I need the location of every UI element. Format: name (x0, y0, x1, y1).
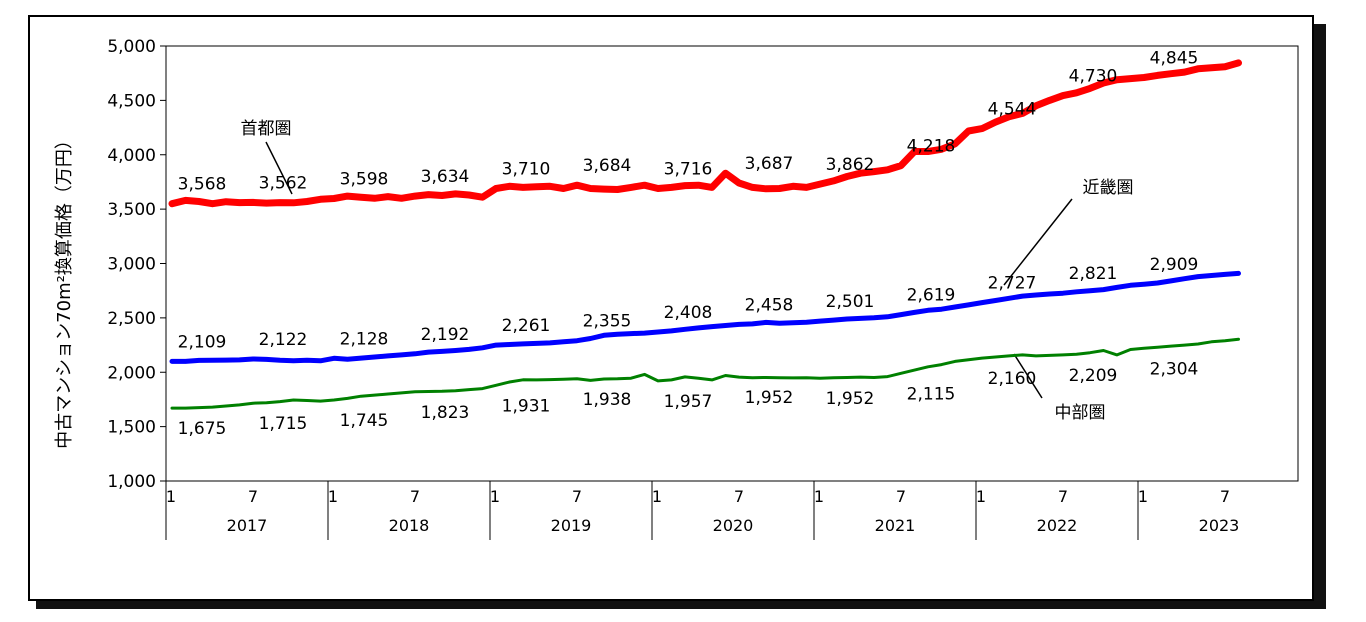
month-tick-label: 7 (734, 487, 744, 506)
y-tick-label: 3,000 (107, 255, 156, 275)
data-label: 4,544 (988, 100, 1037, 120)
month-tick-label: 7 (896, 487, 906, 506)
data-label: 3,687 (745, 154, 794, 174)
data-label: 1,823 (421, 403, 470, 423)
data-label: 1,931 (502, 396, 551, 416)
month-tick-label: 7 (572, 487, 582, 506)
year-label: 2019 (551, 516, 592, 535)
year-label: 2020 (713, 516, 754, 535)
data-label: 2,619 (907, 286, 956, 306)
data-label: 2,909 (1150, 255, 1199, 275)
x-axis: 1 7 2017 1 7 2018 1 7 2019 1 7 2020 1 7 2021 1 7 2022 1 7 20… (165, 481, 1240, 540)
month-tick-label: 7 (410, 487, 420, 506)
data-label: 1,957 (664, 392, 713, 412)
month-tick-label: 7 (1058, 487, 1068, 506)
data-label: 2,501 (826, 292, 875, 312)
y-tick-label: 1,500 (107, 418, 156, 438)
year-label: 2022 (1037, 516, 1078, 535)
month-tick-label: 1 (652, 487, 662, 506)
data-labels: 3,568 3,562 3,598 3,634 3,710 3,684 3,716 3,687… (178, 49, 1199, 440)
data-label: 1,745 (340, 411, 389, 431)
data-label: 2,109 (178, 332, 227, 352)
data-label: 2,355 (583, 312, 632, 332)
data-label: 2,209 (1069, 366, 1118, 386)
y-tick-label: 5,000 (107, 37, 156, 57)
series-line (170, 337, 1240, 410)
data-label: 3,710 (502, 159, 551, 179)
month-tick-label: 1 (814, 487, 824, 506)
leader-line (1013, 353, 1043, 399)
data-label: 3,598 (340, 169, 389, 189)
series-line (169, 270, 1241, 364)
month-tick-label: 1 (1138, 487, 1148, 506)
y-tick-label: 2,000 (107, 363, 156, 383)
series-leader-lines (265, 141, 1073, 399)
leader-line (265, 141, 293, 195)
data-label: 2,821 (1069, 264, 1118, 284)
y-tick-label: 4,500 (107, 91, 156, 111)
y-axis-label: 中古マンション70m²換算価格（万円） (54, 131, 75, 449)
data-label: 4,218 (907, 137, 956, 157)
data-label: 3,862 (826, 155, 875, 175)
data-label: 2,128 (340, 329, 389, 349)
data-label: 1,675 (178, 419, 227, 439)
series-line (168, 59, 1242, 208)
month-tick-label: 1 (328, 487, 338, 506)
data-label: 1,715 (259, 414, 308, 434)
month-tick-label: 7 (248, 487, 258, 506)
plot-border (165, 45, 1299, 482)
data-label: 2,261 (502, 316, 551, 336)
data-label: 2,122 (259, 330, 308, 350)
year-label: 2017 (227, 516, 268, 535)
data-label: 3,562 (259, 173, 308, 193)
data-label: 3,568 (178, 175, 227, 195)
y-tick-label: 3,500 (107, 200, 156, 220)
data-label: 2,160 (988, 369, 1037, 389)
data-label: 3,634 (421, 167, 470, 187)
series-lines (168, 59, 1242, 410)
data-label: 2,727 (988, 274, 1037, 294)
series-label: 近畿圏 (1083, 178, 1134, 198)
year-label: 2021 (875, 516, 916, 535)
leader-line (1003, 198, 1073, 286)
series-label: 中部圏 (1055, 403, 1106, 423)
data-label: 3,716 (664, 159, 713, 179)
month-tick-label: 1 (490, 487, 500, 506)
year-label: 2023 (1199, 516, 1240, 535)
month-tick-label: 1 (166, 487, 176, 506)
year-label: 2018 (389, 516, 430, 535)
data-label: 2,192 (421, 325, 470, 345)
data-label: 4,845 (1150, 49, 1199, 69)
y-tick-label: 1,000 (107, 472, 156, 492)
plot-frame (165, 45, 1299, 482)
data-label: 3,684 (583, 156, 632, 176)
data-label: 1,938 (583, 390, 632, 410)
y-tick-label: 2,500 (107, 309, 156, 329)
data-label: 4,730 (1069, 67, 1118, 87)
y-tick-label: 4,000 (107, 146, 156, 166)
data-label: 1,952 (826, 389, 875, 409)
month-tick-label: 1 (976, 487, 986, 506)
data-label: 2,458 (745, 295, 794, 315)
data-label: 2,304 (1150, 359, 1199, 379)
series-label: 首都圏 (241, 119, 292, 139)
chart-frame (28, 15, 1314, 601)
y-axis-ticks: 1,000 1,500 2,000 2,500 3,000 3,500 4,000 4,500… (107, 37, 166, 492)
data-label: 1,952 (745, 388, 794, 408)
month-tick-label: 7 (1220, 487, 1230, 506)
data-label: 2,408 (664, 303, 713, 323)
data-label: 2,115 (907, 384, 956, 404)
